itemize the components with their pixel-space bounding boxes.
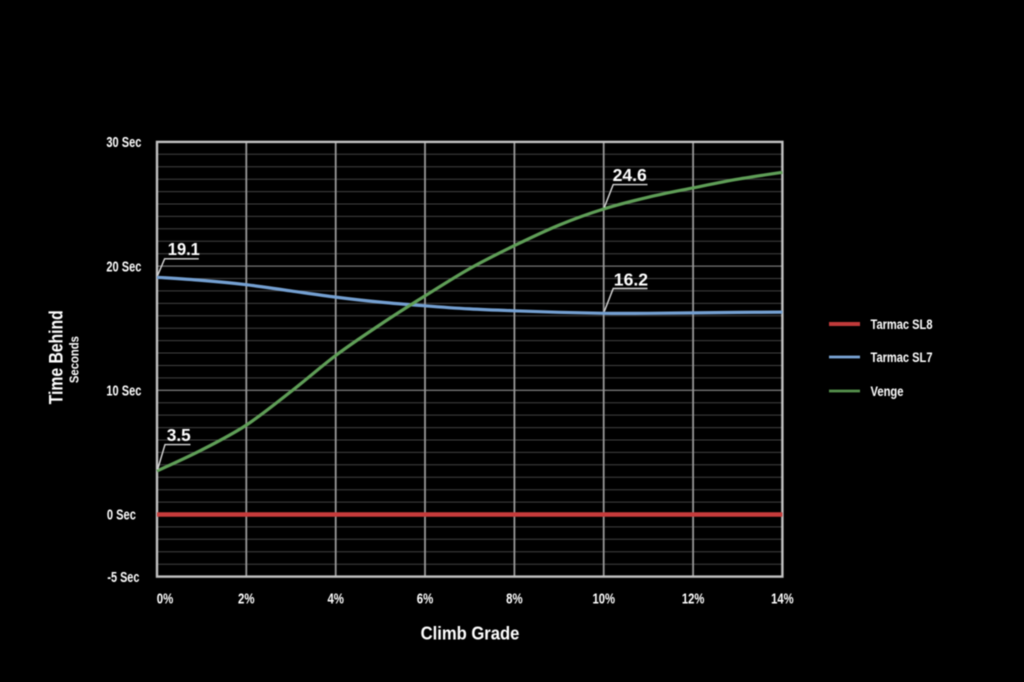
svg-text:12%: 12% (682, 592, 705, 608)
svg-text:0 Sec: 0 Sec (107, 508, 136, 524)
svg-text:Climb Grade: Climb Grade (421, 624, 520, 644)
svg-text:Time Behind: Time Behind (47, 310, 68, 404)
svg-text:20 Sec: 20 Sec (106, 259, 141, 275)
svg-text:14%: 14% (771, 592, 794, 608)
svg-text:2%: 2% (238, 592, 255, 608)
svg-text:Tarmac SL8: Tarmac SL8 (871, 316, 933, 332)
svg-text:6%: 6% (417, 592, 434, 608)
svg-text:0%: 0% (157, 592, 174, 608)
svg-text:Seconds: Seconds (67, 336, 82, 383)
svg-text:Tarmac SL7: Tarmac SL7 (871, 349, 933, 365)
svg-text:16.2: 16.2 (614, 269, 648, 289)
svg-text:8%: 8% (506, 592, 523, 608)
svg-text:10 Sec: 10 Sec (106, 384, 141, 400)
svg-text:30 Sec: 30 Sec (106, 135, 141, 151)
svg-text:19.1: 19.1 (168, 239, 200, 259)
svg-text:10%: 10% (592, 592, 615, 608)
svg-text:Venge: Venge (871, 383, 904, 399)
svg-text:3.5: 3.5 (167, 425, 191, 445)
svg-text:4%: 4% (327, 592, 344, 608)
svg-text:24.6: 24.6 (613, 165, 647, 185)
svg-text:-5 Sec: -5 Sec (107, 570, 139, 586)
